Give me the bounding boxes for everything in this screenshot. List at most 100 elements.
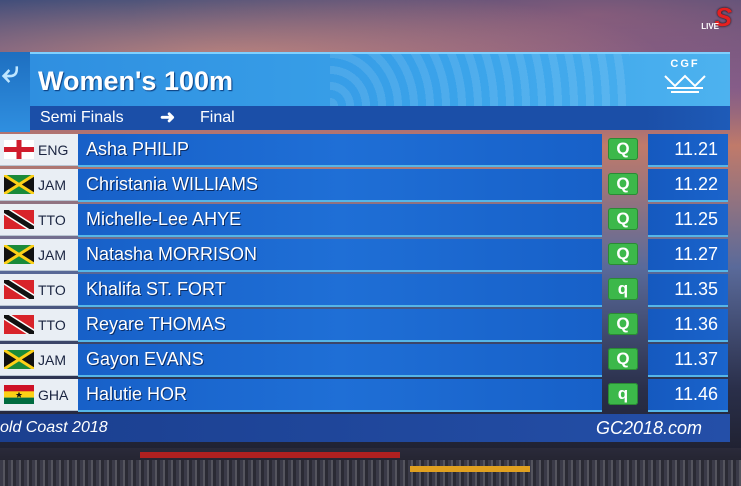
result-row: JAM Christania WILLIAMS Q 11.22	[0, 169, 730, 202]
stadium-background	[0, 448, 741, 486]
athlete-cell: Natasha MORRISON	[78, 239, 602, 272]
trinidad-flag-icon	[4, 280, 34, 299]
athlete-cell: Gayon EVANS	[78, 344, 602, 377]
country-code: JAM	[38, 177, 66, 193]
time-cell: 11.36	[648, 309, 728, 342]
flag-cell: JAM	[0, 344, 78, 376]
result-time: 11.21	[674, 139, 718, 159]
crown-icon	[664, 74, 706, 93]
live-label: LIVE	[701, 22, 719, 31]
result-row: JAM Gayon EVANS Q 11.37	[0, 344, 730, 377]
games-website: GC2018.com	[595, 418, 702, 438]
qualify-badge: Q	[608, 208, 638, 230]
event-title: Women's 100m	[38, 66, 233, 96]
result-row: TTO Michelle-Lee AHYE Q 11.25	[0, 204, 730, 237]
athlete-name: Asha PHILIP	[86, 139, 190, 159]
athlete-name: Reyare THOMAS	[86, 314, 226, 334]
round-bar: Semi Finals ➜ Final	[30, 106, 730, 130]
flag-cell: TTO	[0, 309, 78, 341]
qualify-cell: Q	[602, 171, 646, 198]
result-time: 11.35	[674, 279, 718, 299]
stadium-red-barrier	[140, 452, 400, 458]
stadium-crowd	[0, 460, 741, 486]
flag-cell: JAM	[0, 239, 78, 271]
result-row: TTO Khalifa ST. FORT q 11.35	[0, 274, 730, 307]
time-cell: 11.35	[648, 274, 728, 307]
time-cell: 11.46	[648, 379, 728, 412]
qualify-cell: Q	[602, 206, 646, 233]
result-time: 11.37	[674, 349, 718, 369]
time-cell: 11.37	[648, 344, 728, 377]
qualify-badge: Q	[608, 313, 638, 335]
result-row: ENG Asha PHILIP Q 11.21	[0, 134, 730, 167]
round-to: Final	[200, 109, 235, 126]
qualify-badge: Q	[608, 138, 638, 160]
cgf-logo-text: CGF	[670, 58, 700, 70]
qualify-cell: q	[602, 276, 646, 303]
country-code: JAM	[38, 352, 66, 368]
jamaica-flag-icon	[4, 350, 34, 369]
result-row: TTO Reyare THOMAS Q 11.36	[0, 309, 730, 342]
country-code: JAM	[38, 247, 66, 263]
result-time: 11.36	[674, 314, 718, 334]
qualify-cell: Q	[602, 346, 646, 373]
time-cell: 11.27	[648, 239, 728, 272]
qualify-badge: q	[608, 278, 638, 300]
athlete-name: Gayon EVANS	[86, 349, 204, 369]
england-flag-icon	[4, 140, 34, 159]
jamaica-flag-icon	[4, 175, 34, 194]
title-bar: Women's 100m CGF	[30, 52, 730, 106]
arrow-right-icon: ➜	[160, 107, 176, 127]
athlete-name: Michelle-Lee AHYE	[86, 209, 242, 229]
athlete-cell: Reyare THOMAS	[78, 309, 602, 342]
trinidad-flag-icon	[4, 315, 34, 334]
athlete-cell: Christania WILLIAMS	[78, 169, 602, 202]
flag-cell: TTO	[0, 204, 78, 236]
footer-bar: old Coast 2018 GC2018.com	[0, 414, 730, 442]
time-cell: 11.25	[648, 204, 728, 237]
broadcaster-logo: S	[714, 2, 732, 32]
result-time: 11.22	[674, 174, 718, 194]
games-emblem-strip: ⤶	[0, 52, 30, 132]
athlete-name: Christania WILLIAMS	[86, 174, 259, 194]
qualify-cell: q	[602, 381, 646, 408]
time-cell: 11.22	[648, 169, 728, 202]
flag-cell: GHA	[0, 379, 78, 411]
qualify-cell: Q	[602, 241, 646, 268]
qualify-badge: Q	[608, 348, 638, 370]
qualify-cell: Q	[602, 136, 646, 163]
country-code: ENG	[38, 142, 69, 158]
country-code: TTO	[38, 212, 66, 228]
result-row: JAM Natasha MORRISON Q 11.27	[0, 239, 730, 272]
stadium-yellow-barrier	[410, 466, 530, 472]
flag-cell: JAM	[0, 169, 78, 201]
games-emblem-icon: ⤶	[2, 56, 19, 89]
jamaica-flag-icon	[4, 245, 34, 264]
games-name: old Coast 2018	[0, 419, 108, 436]
cgf-logo: CGF	[650, 58, 720, 102]
result-time: 11.25	[674, 209, 718, 229]
athlete-cell: Asha PHILIP	[78, 134, 602, 167]
athlete-cell: Michelle-Lee AHYE	[78, 204, 602, 237]
result-time: 11.27	[674, 244, 718, 264]
qualify-badge: q	[608, 383, 638, 405]
result-time: 11.46	[674, 384, 718, 404]
country-code: TTO	[38, 282, 66, 298]
time-cell: 11.21	[648, 134, 728, 167]
athlete-cell: Halutie HOR	[78, 379, 602, 412]
country-code: GHA	[38, 387, 69, 403]
flag-cell: ENG	[0, 134, 78, 166]
flag-cell: TTO	[0, 274, 78, 306]
qualify-badge: Q	[608, 243, 638, 265]
country-code: TTO	[38, 317, 66, 333]
trinidad-flag-icon	[4, 210, 34, 229]
athlete-name: Halutie HOR	[86, 384, 188, 404]
athlete-name: Khalifa ST. FORT	[86, 279, 226, 299]
qualify-cell: Q	[602, 311, 646, 338]
athlete-cell: Khalifa ST. FORT	[78, 274, 602, 307]
decorative-rings	[330, 54, 630, 106]
athlete-name: Natasha MORRISON	[86, 244, 258, 264]
result-row: GHA Halutie HOR q 11.46	[0, 379, 730, 412]
ghana-flag-icon	[4, 385, 34, 404]
results-board: ⤶ Women's 100m CGF Semi Finals ➜ Final E…	[0, 52, 741, 447]
